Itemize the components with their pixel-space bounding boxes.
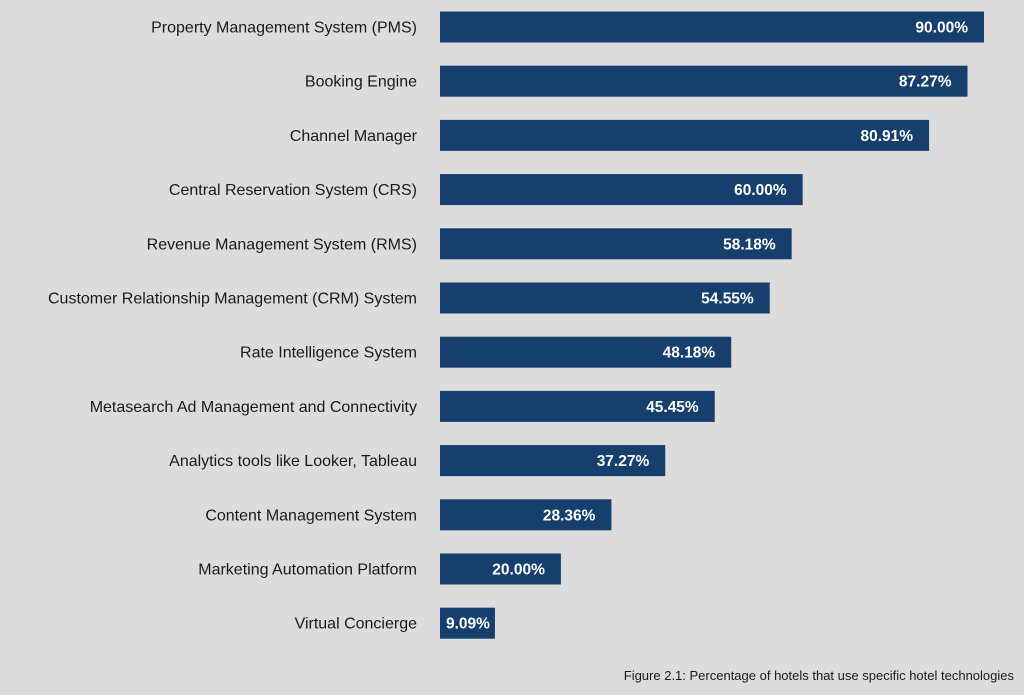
value-label: 48.18% <box>663 345 716 362</box>
category-label: Analytics tools like Looker, Tableau <box>169 453 417 470</box>
bar <box>440 445 666 477</box>
bar <box>440 228 792 260</box>
value-label: 9.09% <box>446 616 490 633</box>
category-label: Property Management System (PMS) <box>151 20 417 37</box>
figure-caption: Figure 2.1: Percentage of hotels that us… <box>623 668 1014 683</box>
category-label: Channel Manager <box>290 128 418 145</box>
category-label: Booking Engine <box>305 74 417 91</box>
value-label: 37.27% <box>597 453 650 470</box>
category-label: Rate Intelligence System <box>240 345 417 362</box>
value-label: 20.00% <box>492 562 545 579</box>
value-label: 54.55% <box>701 291 754 308</box>
value-label: 45.45% <box>646 399 699 416</box>
value-label: 58.18% <box>723 236 776 253</box>
bar <box>440 11 984 43</box>
category-label: Metasearch Ad Management and Connectivit… <box>90 399 417 416</box>
category-label: Marketing Automation Platform <box>198 562 417 579</box>
bar <box>440 282 770 314</box>
bar <box>440 607 495 639</box>
value-label: 80.91% <box>860 128 913 145</box>
value-label: 90.00% <box>915 20 968 37</box>
bar <box>440 119 930 151</box>
value-label: 87.27% <box>899 74 952 91</box>
bar <box>440 174 803 206</box>
category-label: Revenue Management System (RMS) <box>147 236 417 253</box>
category-label: Virtual Concierge <box>295 616 418 633</box>
bar <box>440 553 561 585</box>
value-label: 60.00% <box>734 182 787 199</box>
bar <box>440 390 715 422</box>
category-label: Content Management System <box>205 507 417 524</box>
bar <box>440 336 732 368</box>
category-label: Customer Relationship Management (CRM) S… <box>48 291 417 308</box>
bar <box>440 499 612 531</box>
value-label: 28.36% <box>543 507 596 524</box>
bar <box>440 65 968 97</box>
category-label: Central Reservation System (CRS) <box>169 182 417 199</box>
